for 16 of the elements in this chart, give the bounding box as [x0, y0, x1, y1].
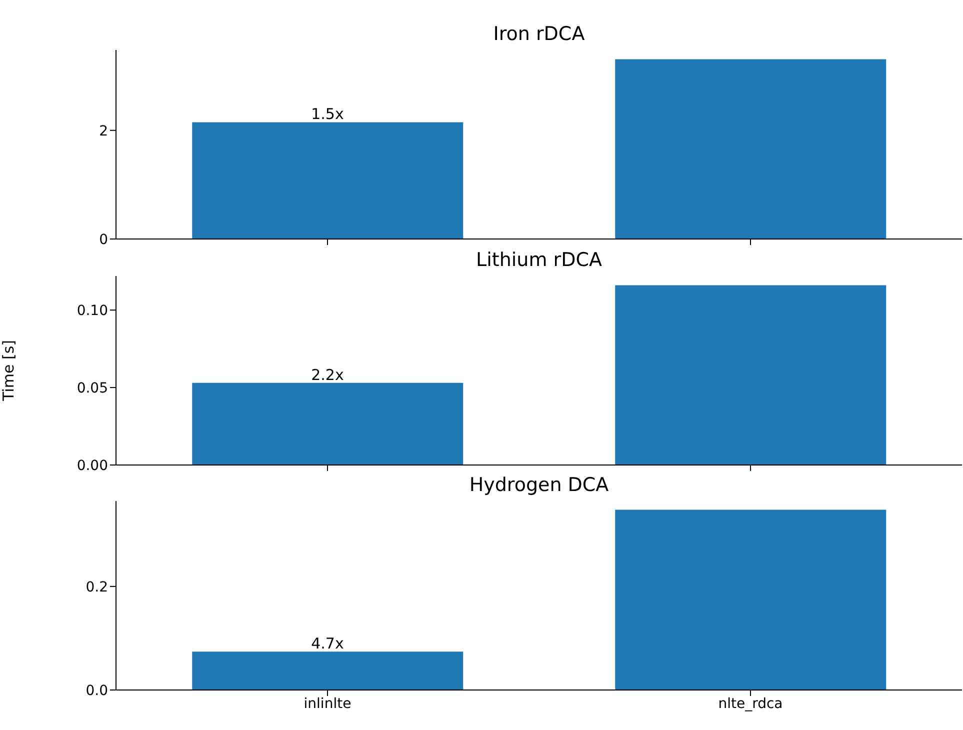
x-tick-label: inlinlte [304, 696, 352, 712]
chart-title: Hydrogen DCA [468, 473, 610, 498]
y-tick-label: 0.0 [86, 682, 108, 699]
y-tick-label: 0.2 [86, 579, 108, 596]
y-tick-label: 2 [99, 123, 108, 140]
annotation: 4.7x [311, 634, 344, 653]
annotation: 1.5x [311, 105, 344, 124]
y-tick-label: 0.00 [76, 458, 108, 474]
chart-title: Iron rDCA [492, 22, 586, 47]
x-tick-label: nlte_rdca [718, 696, 783, 712]
y-tick-label: 0 [99, 232, 108, 248]
chart-title: Lithium rDCA [475, 248, 603, 273]
y-tick-label: 0.10 [76, 303, 108, 320]
y-tick-label: 0.05 [76, 380, 108, 397]
annotation: 2.2x [311, 366, 344, 384]
y-axis-title: Time [s] [0, 340, 18, 402]
